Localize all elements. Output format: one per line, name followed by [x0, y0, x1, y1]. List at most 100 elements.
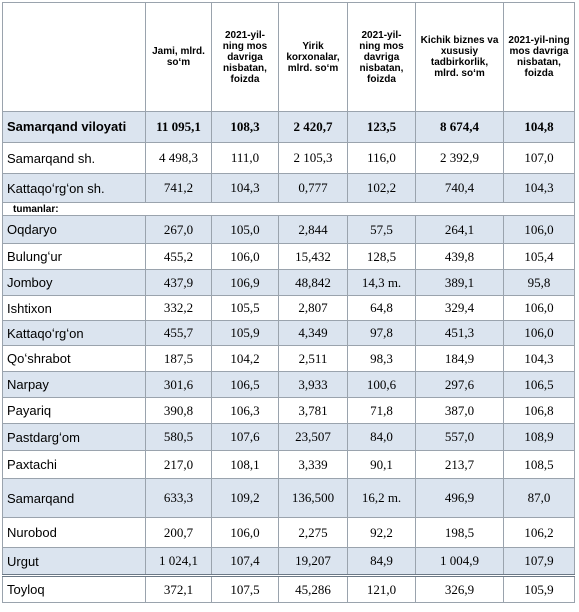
table-row: Bulungʻur 455,2 106,0 15,432 128,5 439,8 105,4: [2, 243, 575, 270]
cell: 106,3: [211, 397, 279, 424]
cell: 267,0: [145, 215, 212, 244]
cell: 106,9: [211, 269, 279, 296]
column-header: Kichik biznes va xususiy tadbirkorlik, m…: [415, 2, 504, 112]
column-header: 2021-yil-ning mos davriga nisbatan, foiz…: [347, 2, 416, 112]
row-label: Payariq: [2, 397, 146, 424]
table-row: Samarqand 633,3 109,2 136,500 16,2 m. 496,9 87…: [2, 478, 575, 518]
cell: 389,1: [415, 269, 504, 296]
cell: 105,4: [503, 243, 575, 270]
cell: 105,0: [211, 215, 279, 244]
cell: 23,507: [278, 423, 348, 451]
row-label: tumanlar:: [2, 202, 575, 216]
table-row: Pastdargʻom 580,5 107,6 23,507 84,0 557,0 108,…: [2, 423, 575, 451]
cell: 2,511: [278, 345, 348, 372]
row-label: Kattaqoʻrgʻon sh.: [2, 173, 146, 203]
cell: 329,4: [415, 295, 504, 321]
row-label: Qoʻshrabot: [2, 345, 146, 372]
row-label: Samarqand sh.: [2, 142, 146, 174]
cell: 109,2: [211, 478, 279, 518]
cell: 107,9: [503, 547, 575, 576]
cell: 301,6: [145, 371, 212, 398]
column-header: 2021-yil-ning mos davriga nisbatan, foiz…: [211, 2, 279, 112]
row-label: Oqdaryo: [2, 215, 146, 244]
cell: 45,286: [278, 574, 348, 603]
cell: 104,3: [503, 345, 575, 372]
cell: 104,8: [503, 111, 575, 143]
cell: 633,3: [145, 478, 212, 518]
row-label: Samarqand viloyati: [2, 111, 146, 143]
cell: 2,844: [278, 215, 348, 244]
cell: 106,0: [503, 295, 575, 321]
cell: 106,0: [503, 320, 575, 346]
cell: 2 420,7: [278, 111, 348, 143]
cell: 741,2: [145, 173, 212, 203]
cell: 102,2: [347, 173, 416, 203]
column-header: Jami, mlrd. soʻm: [145, 2, 212, 112]
table-row: Payariq 390,8 106,3 3,781 71,8 387,0 106,8: [2, 397, 575, 424]
cell: 108,5: [503, 450, 575, 479]
cell: 104,3: [503, 173, 575, 203]
cell: 97,8: [347, 320, 416, 346]
cell: 106,5: [211, 371, 279, 398]
table-body: Samarqand viloyati 11 095,1 108,3 2 420,7 12…: [2, 111, 575, 603]
cell: 71,8: [347, 397, 416, 424]
cell: 4 498,3: [145, 142, 212, 174]
cell: 95,8: [503, 269, 575, 296]
cell: 8 674,4: [415, 111, 504, 143]
cell: 437,9: [145, 269, 212, 296]
cell: 108,1: [211, 450, 279, 479]
cell: 57,5: [347, 215, 416, 244]
header-row: Jami, mlrd. soʻm 2021-yil-ning mos davrig…: [2, 2, 575, 112]
cell: 4,349: [278, 320, 348, 346]
cell: 106,0: [211, 517, 279, 548]
cell: 106,8: [503, 397, 575, 424]
cell: 98,3: [347, 345, 416, 372]
table-row: Paxtachi 217,0 108,1 3,339 90,1 213,7 108,5: [2, 450, 575, 479]
cell: 2 392,9: [415, 142, 504, 174]
cell: 104,3: [211, 173, 279, 203]
cell: 121,0: [347, 574, 416, 603]
cell: 439,8: [415, 243, 504, 270]
table-row: Samarqand viloyati 11 095,1 108,3 2 420,7 12…: [2, 111, 575, 143]
cell: 2 105,3: [278, 142, 348, 174]
row-label: Ishtixon: [2, 295, 146, 321]
table-row: Narpay 301,6 106,5 3,933 100,6 297,6 106,5: [2, 371, 575, 398]
cell: 123,5: [347, 111, 416, 143]
table-row: Qoʻshrabot 187,5 104,2 2,511 98,3 184,9 104,3: [2, 345, 575, 372]
cell: 332,2: [145, 295, 212, 321]
table-row: Urgut 1 024,1 107,4 19,207 84,9 1 004,9 107,9: [2, 547, 575, 576]
cell: 496,9: [415, 478, 504, 518]
row-label: Urgut: [2, 547, 146, 576]
cell: 64,8: [347, 295, 416, 321]
cell: 84,0: [347, 423, 416, 451]
column-header: 2021-yil-ning mos davriga nisbatan, foiz…: [503, 2, 575, 112]
cell: 11 095,1: [145, 111, 212, 143]
data-table: Jami, mlrd. soʻm 2021-yil-ning mos davrig…: [2, 2, 575, 603]
cell: 106,5: [503, 371, 575, 398]
cell: 136,500: [278, 478, 348, 518]
row-label: Kattaqoʻrgʻon: [2, 320, 146, 346]
row-label: Toyloq: [2, 574, 146, 603]
row-label: Bulungʻur: [2, 243, 146, 270]
cell: 390,8: [145, 397, 212, 424]
table-row: Jomboy 437,9 106,9 48,842 14,3 m. 389,1 95,8: [2, 269, 575, 296]
cell: 455,2: [145, 243, 212, 270]
table-row: Samarqand sh. 4 498,3 111,0 2 105,3 116,0 2 3…: [2, 142, 575, 174]
cell: 3,933: [278, 371, 348, 398]
table-row: Ishtixon 332,2 105,5 2,807 64,8 329,4 106,0: [2, 295, 575, 321]
cell: 297,6: [415, 371, 504, 398]
cell: 128,5: [347, 243, 416, 270]
cell: 740,4: [415, 173, 504, 203]
cell: 105,5: [211, 295, 279, 321]
cell: 3,339: [278, 450, 348, 479]
cell: 48,842: [278, 269, 348, 296]
cell: 16,2 m.: [347, 478, 416, 518]
cell: 3,781: [278, 397, 348, 424]
cell: 87,0: [503, 478, 575, 518]
cell: 198,5: [415, 517, 504, 548]
cell: 387,0: [415, 397, 504, 424]
cell: 15,432: [278, 243, 348, 270]
cell: 187,5: [145, 345, 212, 372]
cell: 107,6: [211, 423, 279, 451]
table-row: Nurobod 200,7 106,0 2,275 92,2 198,5 106,2: [2, 517, 575, 548]
